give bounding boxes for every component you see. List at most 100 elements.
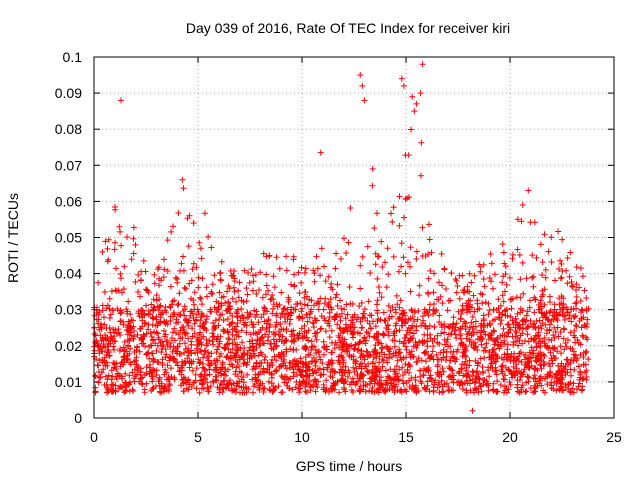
data-point bbox=[259, 294, 266, 301]
data-point bbox=[258, 360, 265, 367]
data-point bbox=[420, 371, 427, 378]
data-point bbox=[361, 353, 368, 360]
data-point bbox=[560, 300, 567, 307]
data-point bbox=[385, 332, 392, 339]
data-point bbox=[370, 318, 377, 325]
data-point bbox=[179, 176, 186, 183]
data-point bbox=[571, 366, 578, 373]
data-point bbox=[191, 320, 198, 327]
data-point bbox=[363, 337, 370, 344]
data-point bbox=[266, 363, 273, 370]
data-point bbox=[537, 377, 544, 384]
data-point bbox=[303, 344, 310, 351]
data-point bbox=[278, 389, 285, 396]
data-point bbox=[579, 273, 586, 280]
data-point bbox=[338, 255, 345, 262]
data-point bbox=[279, 310, 286, 317]
data-point bbox=[332, 265, 339, 272]
data-point bbox=[150, 384, 157, 391]
data-point bbox=[333, 291, 340, 298]
data-point bbox=[331, 314, 338, 321]
data-point bbox=[126, 380, 133, 387]
data-point bbox=[320, 263, 327, 270]
data-point bbox=[567, 249, 574, 256]
data-point bbox=[486, 274, 493, 281]
data-point bbox=[514, 216, 521, 223]
data-point bbox=[551, 312, 558, 319]
data-point bbox=[250, 278, 257, 285]
data-point bbox=[415, 355, 422, 362]
data-point bbox=[467, 297, 474, 304]
data-point bbox=[197, 294, 204, 301]
data-point bbox=[480, 275, 487, 282]
data-point bbox=[200, 354, 207, 361]
data-point bbox=[573, 299, 580, 306]
data-point bbox=[532, 325, 539, 332]
data-point bbox=[251, 353, 258, 360]
data-point bbox=[145, 349, 152, 356]
data-point bbox=[562, 340, 569, 347]
data-point bbox=[173, 329, 180, 336]
data-point bbox=[302, 368, 309, 375]
data-point bbox=[375, 386, 382, 393]
data-point bbox=[225, 300, 232, 307]
data-point bbox=[392, 306, 399, 313]
data-point bbox=[323, 377, 330, 384]
data-point bbox=[440, 346, 447, 353]
data-point bbox=[261, 340, 268, 347]
data-point bbox=[406, 329, 413, 336]
data-point bbox=[408, 126, 415, 133]
data-point bbox=[198, 296, 205, 303]
data-point bbox=[444, 336, 451, 343]
data-point bbox=[580, 362, 587, 369]
data-point bbox=[568, 306, 575, 313]
data-point bbox=[437, 293, 444, 300]
data-point bbox=[327, 295, 334, 302]
data-point bbox=[395, 376, 402, 383]
data-point bbox=[361, 334, 368, 341]
data-point bbox=[107, 311, 114, 318]
data-point bbox=[537, 373, 544, 380]
data-point bbox=[555, 362, 562, 369]
data-point bbox=[138, 268, 145, 275]
data-point bbox=[440, 388, 447, 395]
data-point bbox=[533, 354, 540, 361]
data-point bbox=[500, 375, 507, 382]
data-point bbox=[459, 361, 466, 368]
data-point bbox=[165, 386, 172, 393]
data-point bbox=[504, 321, 511, 328]
data-point bbox=[241, 344, 248, 351]
data-point bbox=[219, 388, 226, 395]
data-point bbox=[126, 359, 133, 366]
data-point bbox=[196, 389, 203, 396]
data-point bbox=[495, 305, 502, 312]
data-point bbox=[561, 365, 568, 372]
data-point bbox=[328, 280, 335, 287]
data-point bbox=[269, 305, 276, 312]
data-point bbox=[527, 317, 534, 324]
data-point bbox=[542, 374, 549, 381]
data-point bbox=[302, 345, 309, 352]
data-point bbox=[572, 322, 579, 329]
data-point bbox=[261, 356, 268, 363]
y-tick-label: 0.07 bbox=[55, 157, 82, 173]
data-point bbox=[240, 314, 247, 321]
data-point bbox=[416, 282, 423, 289]
data-point bbox=[268, 345, 275, 352]
data-point bbox=[387, 307, 394, 314]
data-point bbox=[170, 223, 177, 230]
data-point bbox=[407, 288, 414, 295]
data-point bbox=[522, 362, 529, 369]
data-point bbox=[554, 348, 561, 355]
data-point bbox=[571, 354, 578, 361]
data-point bbox=[431, 379, 438, 386]
data-point bbox=[486, 349, 493, 356]
data-point bbox=[512, 338, 519, 345]
data-point bbox=[545, 360, 552, 367]
data-point bbox=[441, 323, 448, 330]
data-point bbox=[291, 338, 298, 345]
data-point bbox=[147, 330, 154, 337]
data-point bbox=[391, 343, 398, 350]
data-point bbox=[186, 212, 193, 219]
data-point bbox=[356, 302, 363, 309]
